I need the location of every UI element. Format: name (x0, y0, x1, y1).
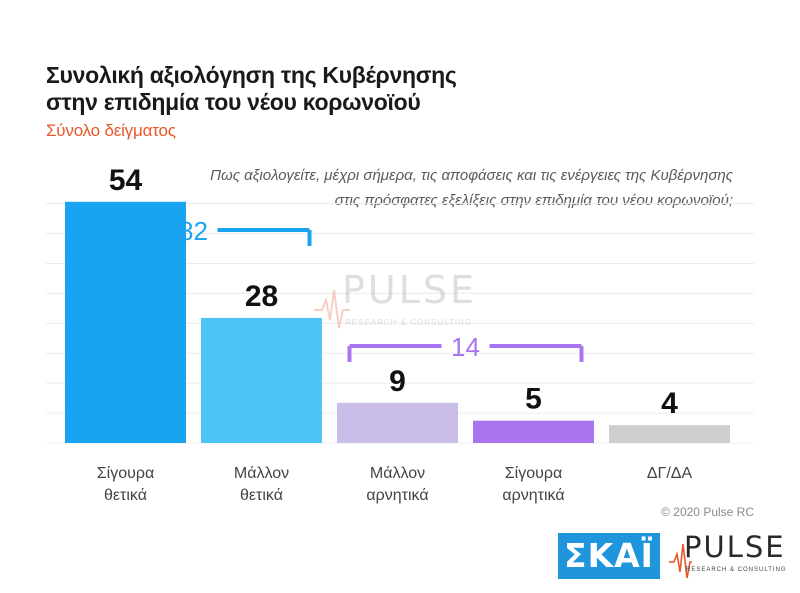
category-label: ΔΓ/ΔΑ (647, 465, 693, 482)
pulse-wave-icon (669, 543, 692, 579)
category-label-line: θετικά (240, 487, 283, 504)
skai-logo: ΣΚΑΪ (558, 533, 660, 579)
pulse-logo-word: PULSE (684, 530, 786, 564)
category-label-line: Σίγουρα (97, 465, 154, 482)
bar (337, 402, 458, 443)
pulse-logo: PULSE RESEARCH & CONSULTING (668, 530, 790, 582)
bracket-total-label: 14 (451, 332, 480, 362)
bar (65, 201, 186, 443)
data-label: 4 (661, 387, 678, 420)
category-label-line: θετικά (104, 487, 147, 504)
survey-question: Πως αξιολογείτε, μέχρι σήμερα, τις αποφά… (210, 167, 733, 209)
chart-title: Συνολική αξιολόγηση της Κυβέρνησης στην … (46, 62, 457, 115)
category-label: Σίγουρα θετικά (97, 465, 154, 504)
data-label: 54 (109, 164, 143, 197)
bracket-total-label: 82 (179, 216, 208, 246)
bar (201, 317, 322, 443)
chart-subtitle: Σύνολο δείγματος (46, 121, 176, 140)
bar (609, 425, 730, 443)
data-label: 28 (245, 280, 278, 313)
pulse-logo-tagline: RESEARCH & CONSULTING (686, 567, 787, 573)
category-label: Μάλλον αρνητικά (366, 465, 428, 504)
category-label-line: ΔΓ/ΔΑ (647, 465, 693, 482)
category-label: Σίγουρα αρνητικά (502, 465, 564, 504)
data-label: 5 (525, 383, 542, 416)
copyright-note: © 2020 Pulse RC (661, 505, 754, 519)
bar (473, 420, 594, 443)
category-label-line: αρνητικά (502, 487, 564, 504)
category-label-line: Σίγουρα (505, 465, 562, 482)
data-label: 9 (389, 365, 406, 398)
category-label-line: αρνητικά (366, 487, 428, 504)
category-label: Μάλλον θετικά (234, 465, 289, 504)
category-label-line: Μάλλον (234, 465, 289, 482)
category-label-line: Μάλλον (370, 465, 425, 482)
